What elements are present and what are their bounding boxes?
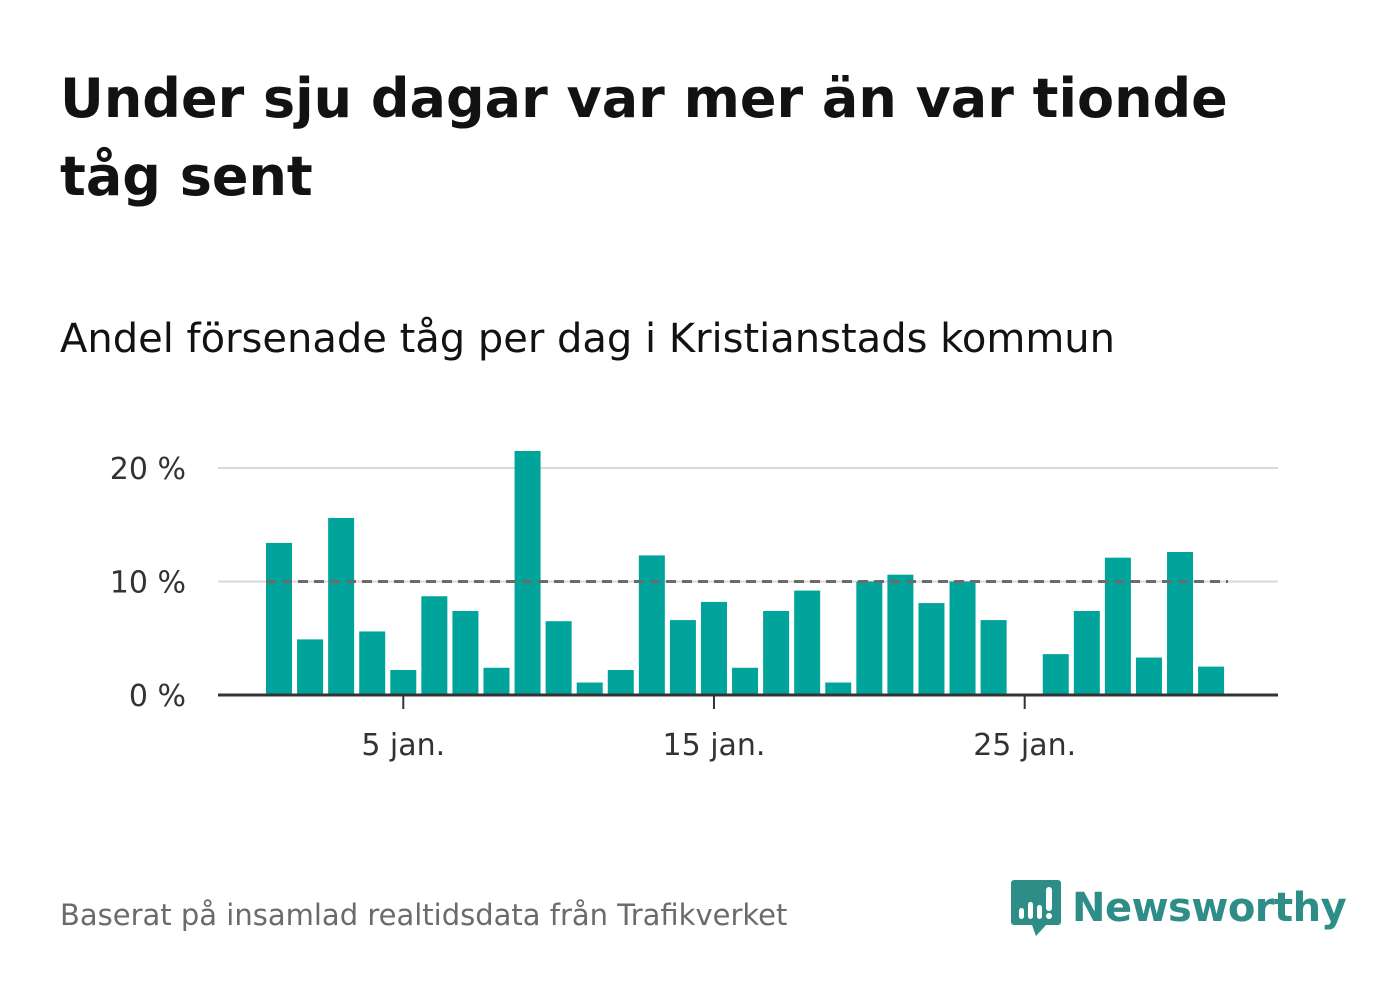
bar [607, 670, 634, 695]
y-tick-label: 0 % [129, 679, 186, 714]
bar [390, 670, 417, 695]
bar [1135, 657, 1162, 695]
bar [514, 450, 541, 695]
bar [328, 517, 355, 695]
bar [545, 621, 572, 695]
brand-name: Newsworthy [1072, 885, 1347, 931]
bar [980, 620, 1007, 695]
bar [638, 555, 665, 695]
bar [763, 611, 790, 695]
y-tick-label: 20 % [110, 452, 186, 487]
bar [266, 542, 292, 695]
bar [1104, 557, 1131, 695]
bar [949, 581, 976, 695]
bar [1042, 654, 1069, 695]
bar [452, 611, 479, 695]
bar [918, 603, 945, 695]
bar [794, 590, 821, 695]
bar [1198, 666, 1225, 695]
x-tick-label: 25 jan. [973, 728, 1076, 763]
bar [483, 667, 510, 695]
bar [732, 667, 759, 695]
bar-chart-speech-bubble-icon [1011, 880, 1061, 936]
bar [1167, 551, 1194, 695]
bar [700, 601, 727, 695]
bar [669, 620, 696, 695]
bar [825, 682, 852, 695]
y-tick-label: 10 % [110, 566, 186, 601]
bar [887, 574, 914, 695]
source-note: Baserat på insamlad realtidsdata från Tr… [60, 898, 788, 932]
bar [576, 682, 603, 695]
bar [421, 596, 448, 695]
chart-subtitle: Andel försenade tåg per dag i Kristianst… [60, 316, 1115, 362]
bar [359, 631, 386, 695]
bar [856, 581, 883, 695]
chart-title: Under sju dagar var mer än var tionde tå… [60, 67, 1228, 208]
x-tick-label: 5 jan. [361, 728, 445, 763]
x-tick-label: 15 jan. [662, 728, 765, 763]
newsworthy-logo: Newsworthy [1010, 878, 1347, 938]
bar [1073, 611, 1100, 695]
bar [297, 639, 324, 695]
bar-chart: 0 % 10 % 20 % 5 jan. 15 jan. 25 jan. [110, 450, 1278, 763]
